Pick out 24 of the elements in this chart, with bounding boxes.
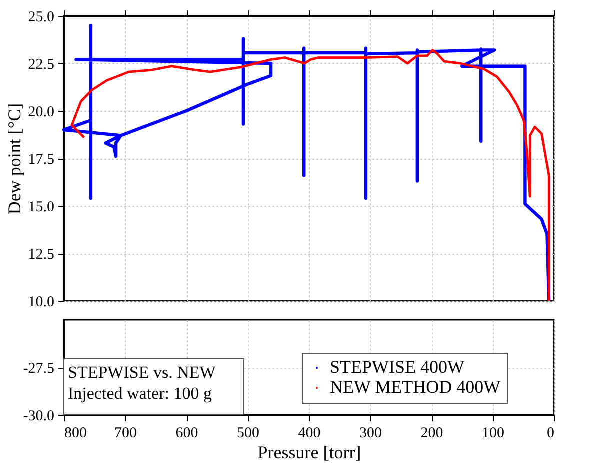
y-tick-label: 17.5	[28, 152, 54, 168]
y-tick-label: 15.0	[28, 200, 54, 216]
x-tick-label: 500	[237, 426, 260, 442]
y-tick-label: 25.0	[28, 10, 54, 26]
y-tick-label: 12.5	[28, 247, 54, 263]
legend-label: STEPWISE 400W	[330, 357, 464, 377]
y-tick-label: 20.0	[28, 104, 54, 120]
x-tick-label: 700	[114, 426, 137, 442]
annotation: Injected water: 100 g	[68, 384, 212, 403]
y-tick-label: 22.5	[28, 57, 54, 73]
y-tick-label: -30.0	[23, 408, 54, 424]
y-axis-title: Dew point [°C]	[4, 103, 24, 215]
annotation: STEPWISE vs. NEW	[68, 363, 217, 382]
x-tick-label: 600	[176, 426, 198, 442]
y-tick-label: 10.0	[28, 294, 54, 310]
x-tick-label: 0	[547, 426, 554, 442]
x-tick-label: 800	[64, 426, 87, 442]
x-axis-title: Pressure [torr]	[258, 442, 362, 462]
y-tick-label: -27.5	[23, 361, 54, 377]
legend-label: NEW METHOD 400W	[330, 377, 501, 397]
x-tick-label: 300	[360, 426, 382, 442]
x-tick-label: 400	[298, 426, 321, 442]
x-tick-label: 200	[420, 426, 444, 442]
x-tick-label: 100	[482, 426, 504, 442]
